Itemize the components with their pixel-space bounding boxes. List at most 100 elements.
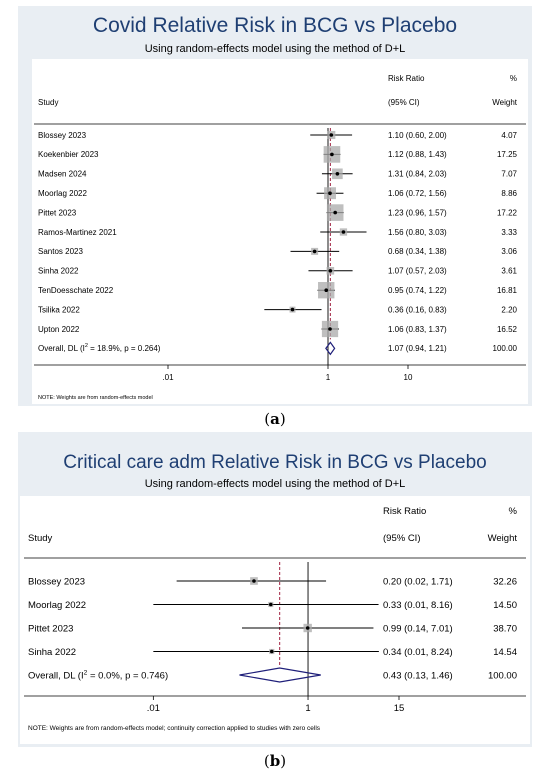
header-percent: % <box>509 506 518 517</box>
overall-weight-value: 100.00 <box>488 670 517 681</box>
weight-value: 8.86 <box>501 189 517 198</box>
header-percent: % <box>510 74 517 83</box>
risk-ratio-ci-value: 0.68 (0.34, 1.38) <box>388 247 447 256</box>
point-estimate <box>324 288 329 292</box>
study-name: Pittet 2023 <box>28 623 73 634</box>
risk-ratio-ci-value: 1.56 (0.80, 3.03) <box>388 228 447 237</box>
overall-risk-ratio-ci-value: 1.07 (0.94, 1.21) <box>388 344 447 353</box>
overall-label-superscript: 2 <box>84 669 88 676</box>
risk-ratio-ci-value: 1.23 (0.96, 1.57) <box>388 208 447 217</box>
x-tick-label: 10 <box>404 373 413 382</box>
header-weight: Weight <box>492 98 518 107</box>
risk-ratio-ci-value: 1.06 (0.83, 1.37) <box>388 325 447 334</box>
overall-label-superscript: 2 <box>85 343 88 349</box>
point-estimate <box>312 249 317 254</box>
weight-value: 14.50 <box>493 600 517 611</box>
header-weight: Weight <box>488 533 518 544</box>
risk-ratio-ci-value: 0.99 (0.14, 7.01) <box>383 623 453 634</box>
chart-subtitle: Using random-effects model using the met… <box>144 478 406 490</box>
point-estimate <box>328 327 332 331</box>
study-name: Pittet 2023 <box>38 208 77 217</box>
weight-value: 16.81 <box>497 286 518 295</box>
risk-ratio-ci-value: 1.10 (0.60, 2.00) <box>388 131 447 140</box>
overall-label-prefix: Overall, DL (I <box>38 344 85 353</box>
caption-label: b <box>269 752 281 770</box>
point-estimate <box>305 626 310 630</box>
weight-value: 3.33 <box>501 228 517 237</box>
weight-value: 32.26 <box>493 576 517 587</box>
risk-ratio-ci-value: 0.95 (0.74, 1.22) <box>388 286 447 295</box>
caption-b: (b) <box>263 752 287 770</box>
study-name: Moorlag 2022 <box>38 189 87 198</box>
footnote: NOTE: Weights are from random-effects mo… <box>28 725 321 732</box>
forest-plot-panel-b: Critical care adm Relative Risk in BCG v… <box>18 432 532 747</box>
study-name: Upton 2022 <box>38 325 80 334</box>
chart-title: Critical care adm Relative Risk in BCG v… <box>63 452 487 473</box>
header-ci: (95% CI) <box>383 533 420 544</box>
point-estimate <box>341 230 346 234</box>
caption-a: (a) <box>264 410 286 428</box>
study-name: Madsen 2024 <box>38 170 87 179</box>
study-name: Santos 2023 <box>38 247 83 256</box>
point-estimate <box>328 191 332 195</box>
x-tick-label: .01 <box>162 373 174 382</box>
point-estimate <box>290 307 295 312</box>
forest-plot-svg: Risk Ratio (95% CI)% Weight Study .01 1 15 Blos… <box>24 506 526 732</box>
risk-ratio-ci-value: 1.06 (0.72, 1.56) <box>388 189 447 198</box>
plot-area: Risk Ratio (95% CI)% Weight Study .01 1 15 Blos… <box>20 496 530 744</box>
point-estimate <box>268 602 273 607</box>
forest-plot-panel-a: Covid Relative Risk in BCG vs Placebo Us… <box>18 6 532 406</box>
chart-title: Covid Relative Risk in BCG vs Placebo <box>92 14 458 37</box>
study-name: TenDoesschate 2022 <box>38 286 114 295</box>
x-tick-label: 1 <box>305 703 310 714</box>
header-ci: (95% CI) <box>388 98 420 107</box>
study-name: Blossey 2023 <box>38 131 87 140</box>
overall-risk-ratio-ci-value: 0.43 (0.13, 1.46) <box>383 670 453 681</box>
overall-label: Overall, DL (I2 = 18.9%, p = 0.264) <box>38 343 161 353</box>
x-tick-label: 15 <box>394 703 405 714</box>
risk-ratio-ci-value: 0.20 (0.02, 1.71) <box>383 576 453 587</box>
point-estimate <box>252 579 256 583</box>
footnote: NOTE: Weights are from random-effects mo… <box>38 395 153 401</box>
weight-value: 17.25 <box>497 150 518 159</box>
x-tick-label: 1 <box>326 373 331 382</box>
weight-value: 4.07 <box>501 131 517 140</box>
overall-label-suffix: = 18.9%, p = 0.264) <box>88 344 161 353</box>
weight-value: 16.52 <box>497 325 518 334</box>
risk-ratio-ci-value: 1.31 (0.84, 2.03) <box>388 170 447 179</box>
weight-value: 38.70 <box>493 623 517 634</box>
risk-ratio-ci-value: 0.36 (0.16, 0.83) <box>388 305 447 314</box>
header-study: Study <box>28 533 53 544</box>
plot-area: Risk Ratio (95% CI)% Weight Study .01 1 10 Blos… <box>32 59 528 404</box>
risk-ratio-ci-value: 0.33 (0.01, 8.16) <box>383 600 453 611</box>
overall-label-suffix: = 0.0%, p = 0.746) <box>87 670 168 681</box>
x-tick-label: .01 <box>147 703 160 714</box>
weight-value: 3.06 <box>501 247 517 256</box>
overall-weight-value: 100.00 <box>493 344 518 353</box>
header-risk-ratio: Risk Ratio <box>383 506 426 517</box>
risk-ratio-ci-value: 1.07 (0.57, 2.03) <box>388 267 447 276</box>
point-estimate <box>335 172 340 176</box>
weight-value: 3.61 <box>501 267 517 276</box>
study-name: Sinha 2022 <box>28 647 76 658</box>
study-name: Moorlag 2022 <box>28 600 86 611</box>
point-estimate <box>269 649 274 654</box>
point-estimate <box>328 269 333 273</box>
overall-label: Overall, DL (I2 = 0.0%, p = 0.746) <box>28 669 168 681</box>
overall-label-prefix: Overall, DL (I <box>28 670 84 681</box>
chart-subtitle: Using random-effects model using the met… <box>144 43 406 55</box>
caption-label: a <box>270 410 280 428</box>
study-name: Sinha 2022 <box>38 267 79 276</box>
weight-value: 2.20 <box>501 305 517 314</box>
study-name: Koekenbier 2023 <box>38 150 99 159</box>
point-estimate <box>330 152 334 157</box>
weight-value: 17.22 <box>497 208 518 217</box>
forest-plot-svg: Risk Ratio (95% CI)% Weight Study .01 1 10 Blos… <box>34 74 526 401</box>
risk-ratio-ci-value: 0.34 (0.01, 8.24) <box>383 647 453 658</box>
study-name: Blossey 2023 <box>28 576 85 587</box>
study-name: Ramos-Martinez 2021 <box>38 228 117 237</box>
header-risk-ratio: Risk Ratio <box>388 74 425 83</box>
header-study: Study <box>38 98 58 107</box>
risk-ratio-ci-value: 1.12 (0.88, 1.43) <box>388 150 447 159</box>
weight-value: 14.54 <box>493 647 517 658</box>
